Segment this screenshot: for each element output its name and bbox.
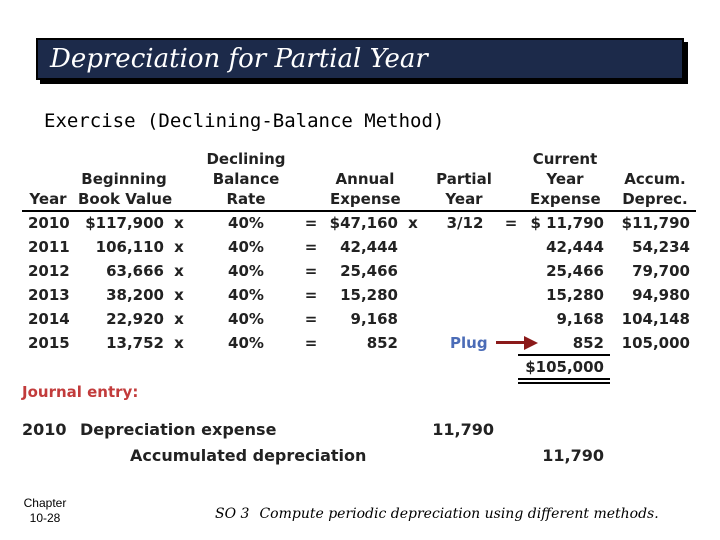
- journal-credit-amount: 11,790: [542, 446, 604, 465]
- cell-annual-expense: 15,280: [340, 286, 398, 304]
- cell-book-value: 22,920: [106, 310, 164, 328]
- journal-credit-account: Accumulated depreciation: [130, 446, 367, 465]
- cell-annual-expense: 852: [366, 334, 398, 352]
- cell-annual-expense: 9,168: [350, 310, 398, 328]
- cell-times-sign: x: [174, 310, 184, 328]
- header-partial-line1: Partial: [436, 170, 492, 188]
- journal-debit-amount: 11,790: [432, 420, 494, 439]
- cell-book-value: 106,110: [95, 238, 164, 256]
- cell-current-expense: 9,168: [556, 310, 604, 328]
- cell-current-expense: 852: [572, 334, 604, 352]
- cell-accum-deprec: 105,000: [621, 334, 690, 352]
- exercise-subtitle: Exercise (Declining-Balance Method): [44, 110, 445, 132]
- header-rate-line2: Balance: [212, 170, 280, 188]
- header-book-value-line1: Beginning: [81, 170, 167, 188]
- study-objective-text: Compute periodic depreciation using diff…: [259, 506, 659, 522]
- cell-current-expense: $ 11,790: [530, 214, 604, 232]
- cell-book-value: $117,900: [85, 214, 164, 232]
- header-rate-line3: Rate: [226, 190, 266, 208]
- header-accum-line1: Accum.: [624, 170, 686, 188]
- header-current-line3: Expense: [530, 190, 601, 208]
- cell-rate: 40%: [228, 214, 264, 232]
- total-rule-top: [518, 354, 610, 356]
- plug-arrow-head-icon: [524, 336, 538, 350]
- study-objective-label: SO 3: [215, 506, 250, 522]
- cell-annual-expense: 42,444: [340, 238, 398, 256]
- header-rule: [22, 210, 696, 212]
- cell-book-value: 13,752: [106, 334, 164, 352]
- cell-equals-sign: =: [304, 262, 318, 280]
- cell-equals-sign-2: =: [504, 214, 518, 232]
- total-rule-bottom-1: [518, 378, 610, 380]
- cell-year: 2011: [28, 238, 70, 256]
- cell-times-sign: x: [174, 262, 184, 280]
- cell-equals-sign: =: [304, 334, 318, 352]
- journal-year: 2010: [22, 420, 67, 439]
- cell-accum-deprec: 54,234: [632, 238, 690, 256]
- chapter-page: 10-28: [29, 511, 61, 525]
- cell-annual-expense: 25,466: [340, 262, 398, 280]
- cell-rate: 40%: [228, 310, 264, 328]
- journal-entry-title: Journal entry:: [22, 383, 139, 401]
- cell-rate: 40%: [228, 334, 264, 352]
- cell-year: 2010: [28, 214, 70, 232]
- total-value: $105,000: [525, 358, 604, 376]
- header-annual-line2: Expense: [330, 190, 401, 208]
- header-partial-line2: Year: [445, 190, 483, 208]
- plug-label: Plug: [450, 334, 488, 352]
- cell-accum-deprec: $11,790: [621, 214, 690, 232]
- cell-accum-deprec: 94,980: [632, 286, 690, 304]
- cell-rate: 40%: [228, 286, 264, 304]
- cell-times-sign-2: x: [408, 214, 418, 232]
- cell-equals-sign: =: [304, 286, 318, 304]
- cell-times-sign: x: [174, 214, 184, 232]
- cell-annual-expense: $47,160: [329, 214, 398, 232]
- total-rule-bottom-2: [518, 382, 610, 384]
- header-accum-line2: Deprec.: [622, 190, 688, 208]
- cell-times-sign: x: [174, 334, 184, 352]
- cell-year: 2015: [28, 334, 70, 352]
- cell-book-value: 63,666: [106, 262, 164, 280]
- header-current-line2: Year: [546, 170, 584, 188]
- header-rate-line1: Declining: [206, 150, 286, 168]
- cell-year: 2014: [28, 310, 70, 328]
- header-current-line1: Current: [532, 150, 598, 168]
- header-book-value-line2: Book Value: [78, 190, 173, 208]
- cell-year: 2012: [28, 262, 70, 280]
- cell-current-expense: 42,444: [546, 238, 604, 256]
- cell-current-expense: 25,466: [546, 262, 604, 280]
- chapter-label: Chapter: [23, 496, 67, 510]
- slide-title-bar: Depreciation for Partial Year: [36, 38, 684, 80]
- chapter-reference: Chapter 10-28: [20, 496, 70, 526]
- cell-times-sign: x: [174, 238, 184, 256]
- cell-equals-sign: =: [304, 238, 318, 256]
- cell-partial-year: 3/12: [446, 214, 484, 232]
- plug-arrow-icon: [496, 341, 526, 344]
- cell-current-expense: 15,280: [546, 286, 604, 304]
- study-objective: SO 3 Compute periodic depreciation using …: [215, 506, 659, 522]
- journal-debit-account: Depreciation expense: [80, 420, 277, 439]
- cell-book-value: 38,200: [106, 286, 164, 304]
- cell-equals-sign: =: [304, 214, 318, 232]
- header-annual-line1: Annual: [335, 170, 395, 188]
- slide-title: Depreciation for Partial Year: [50, 44, 428, 74]
- cell-rate: 40%: [228, 238, 264, 256]
- cell-rate: 40%: [228, 262, 264, 280]
- cell-equals-sign: =: [304, 310, 318, 328]
- cell-times-sign: x: [174, 286, 184, 304]
- header-year: Year: [29, 190, 67, 208]
- cell-accum-deprec: 79,700: [632, 262, 690, 280]
- cell-year: 2013: [28, 286, 70, 304]
- cell-accum-deprec: 104,148: [621, 310, 690, 328]
